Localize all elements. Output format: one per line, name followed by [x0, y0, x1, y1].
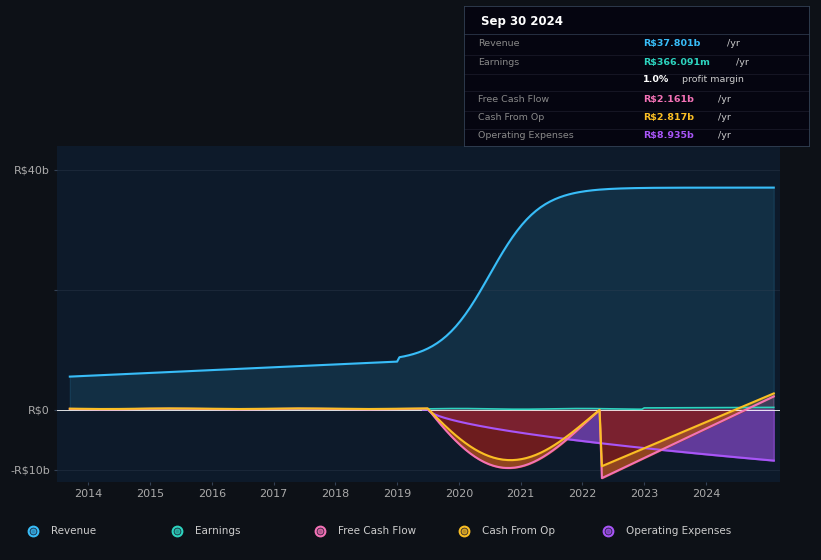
Text: Sep 30 2024: Sep 30 2024: [481, 15, 563, 29]
Text: R$2.161b: R$2.161b: [643, 95, 694, 104]
Text: profit margin: profit margin: [679, 75, 744, 84]
Text: R$8.935b: R$8.935b: [643, 131, 694, 140]
Text: Cash From Op: Cash From Op: [482, 526, 555, 536]
Text: /yr: /yr: [715, 95, 731, 104]
Text: /yr: /yr: [724, 39, 740, 48]
Text: Operating Expenses: Operating Expenses: [626, 526, 731, 536]
Text: /yr: /yr: [715, 131, 731, 140]
Text: Earnings: Earnings: [195, 526, 240, 536]
Text: Free Cash Flow: Free Cash Flow: [478, 95, 548, 104]
Text: R$37.801b: R$37.801b: [643, 39, 700, 48]
Text: /yr: /yr: [715, 113, 731, 122]
Text: /yr: /yr: [733, 58, 749, 67]
Text: R$366.091m: R$366.091m: [643, 58, 710, 67]
Text: Revenue: Revenue: [51, 526, 96, 536]
Text: Revenue: Revenue: [478, 39, 519, 48]
Text: 1.0%: 1.0%: [643, 75, 669, 84]
Text: Earnings: Earnings: [478, 58, 519, 67]
Text: R$2.817b: R$2.817b: [643, 113, 695, 122]
Text: Operating Expenses: Operating Expenses: [478, 131, 573, 140]
Text: Free Cash Flow: Free Cash Flow: [338, 526, 416, 536]
Text: Cash From Op: Cash From Op: [478, 113, 544, 122]
